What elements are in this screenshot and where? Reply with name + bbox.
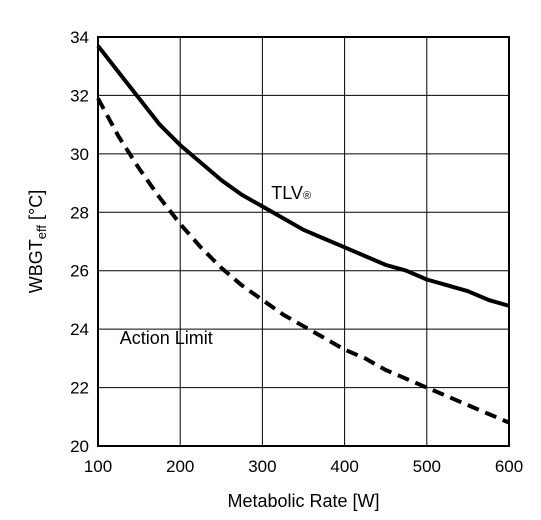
x-tick-label: 100	[84, 457, 112, 476]
x-tick-label: 500	[413, 457, 441, 476]
y-axis-title-main: WBGT	[26, 239, 46, 293]
y-tick-label: 26	[70, 262, 89, 281]
series-layer	[96, 44, 510, 425]
action-limit-annotation: Action Limit	[120, 328, 213, 348]
x-tick-label: 300	[248, 457, 276, 476]
y-tick-label: 30	[70, 145, 89, 164]
x-axis-title: Metabolic Rate [W]	[227, 491, 379, 511]
y-tick-label: 24	[70, 320, 89, 339]
x-tick-label: 400	[330, 457, 358, 476]
x-tick-labels: 100 200 300 400 500 600	[84, 457, 523, 476]
y-tick-label: 20	[70, 437, 89, 456]
y-tick-label: 22	[70, 379, 89, 398]
series-line-tlv	[96, 44, 510, 308]
y-tick-labels: 20 22 24 26 28 30 32 34	[70, 28, 89, 456]
x-tick-label: 600	[495, 457, 523, 476]
tlv-annotation: TLV®	[271, 183, 311, 203]
tlv-annotation-text: TLV	[271, 183, 303, 203]
plot-frame	[97, 36, 510, 447]
x-tick-label: 200	[166, 457, 194, 476]
y-tick-label: 34	[70, 28, 89, 47]
y-axis-title-subscript: eff	[34, 225, 49, 240]
y-axis-title-unit: [°C]	[26, 190, 46, 225]
y-tick-label: 28	[70, 203, 89, 222]
tlv-annotation-registered-mark: ®	[303, 190, 311, 202]
y-axis-title: WBGTeff [°C]	[26, 190, 49, 293]
y-tick-label: 32	[70, 86, 89, 105]
series-line-action-limit	[96, 97, 510, 425]
